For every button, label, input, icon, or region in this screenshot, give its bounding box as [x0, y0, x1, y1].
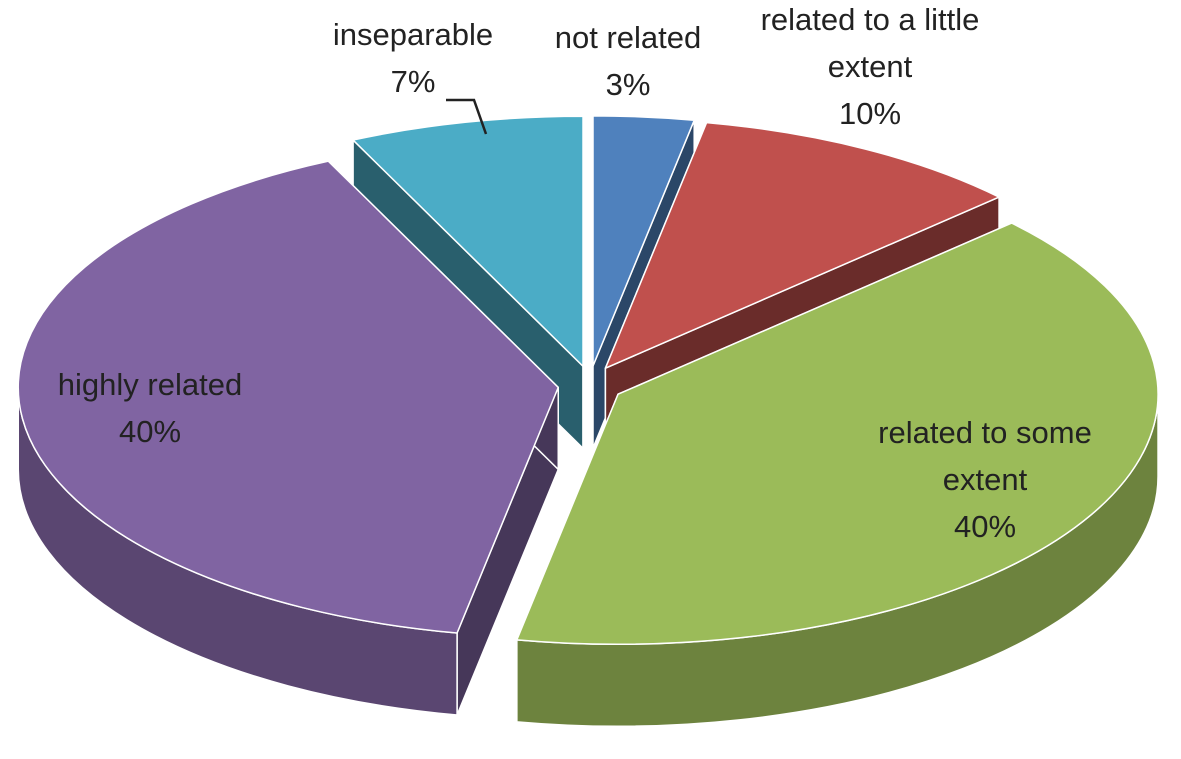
slice	[516, 222, 1159, 645]
slice-value-label: 10%	[839, 96, 901, 131]
slice-group	[516, 222, 1159, 727]
slice	[352, 115, 584, 368]
leader-line	[446, 98, 488, 135]
slice-value-label: 7%	[391, 64, 436, 99]
slice-label: related to some extent	[878, 415, 1092, 497]
slice-value-label: 40%	[119, 414, 181, 449]
slice-label: related to a little extent	[761, 2, 980, 84]
slice-label: inseparable	[333, 17, 493, 52]
slice	[17, 160, 560, 634]
slice-value-label: 3%	[606, 67, 651, 102]
slice-label: not related	[555, 20, 702, 55]
slice-label: highly related	[58, 367, 242, 402]
slice	[592, 115, 695, 367]
slice-group	[17, 160, 560, 716]
slice-value-label: 40%	[954, 509, 1016, 544]
slice	[604, 121, 1000, 369]
